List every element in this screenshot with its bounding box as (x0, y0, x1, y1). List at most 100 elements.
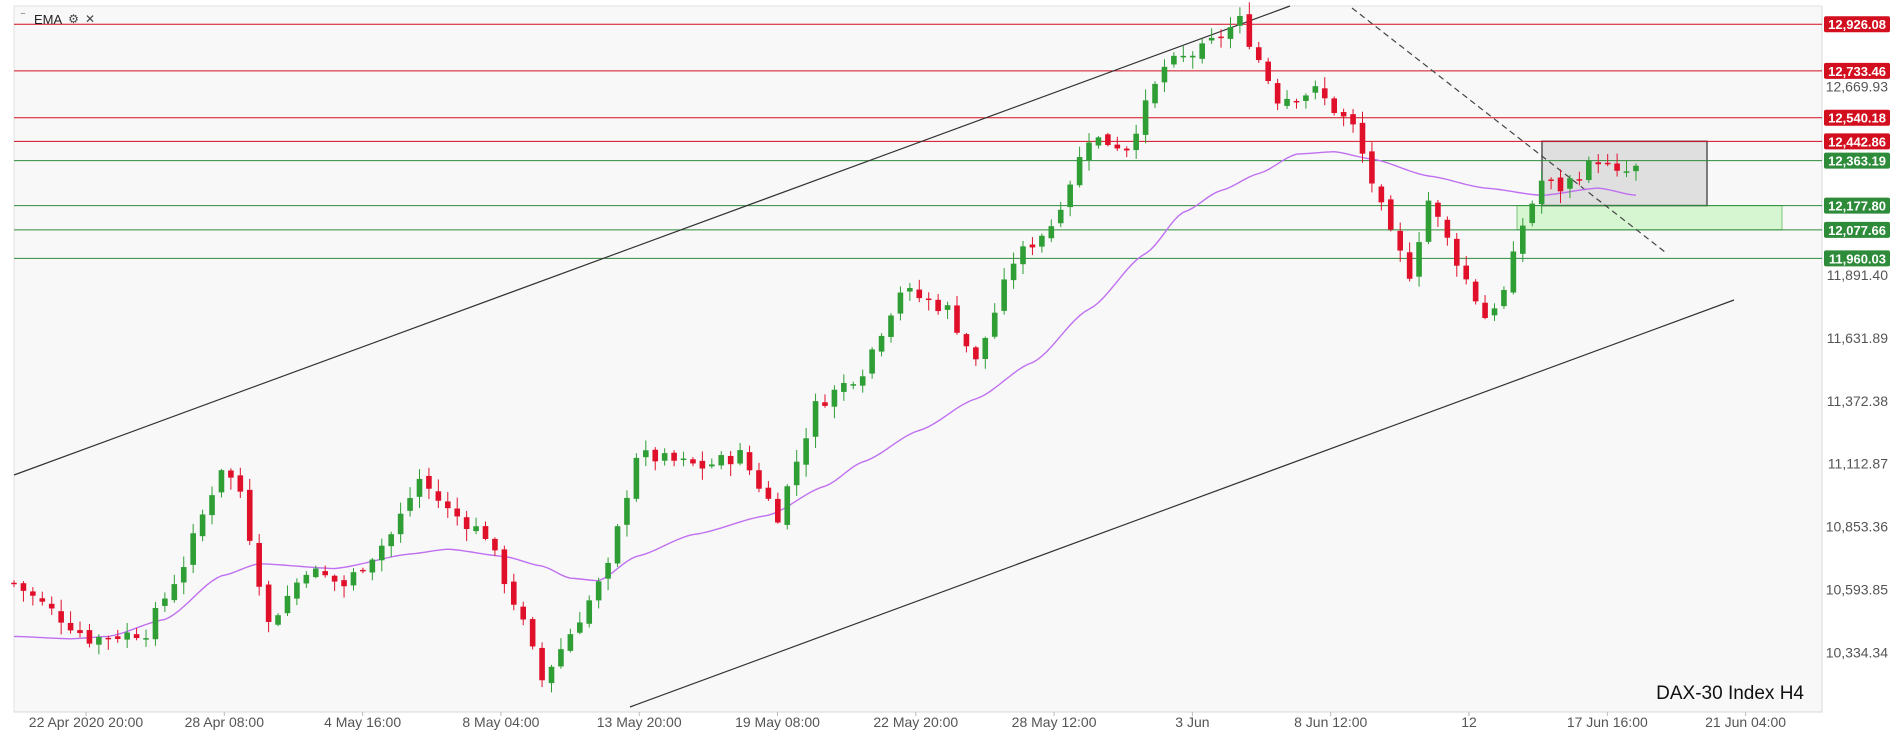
candle-body (1453, 238, 1460, 266)
candle-body (463, 517, 470, 530)
candle-body (1359, 122, 1366, 154)
candle-body (30, 591, 36, 596)
candle-body (67, 622, 74, 631)
candle-body (1105, 134, 1111, 146)
time-tick-label: 13 May 20:00 (597, 714, 682, 730)
candle-body (1265, 61, 1271, 82)
candle-body (1076, 157, 1083, 186)
candle-body (1340, 112, 1347, 117)
downtrend-line (1351, 7, 1666, 253)
time-tick-label: 21 Jun 04:00 (1705, 714, 1786, 730)
symbol-label: DAX-30 Index H4 (1656, 683, 1804, 704)
candle-body (1303, 95, 1309, 101)
candle-body (916, 289, 923, 299)
candle-body (1548, 179, 1554, 181)
candle-body (124, 632, 130, 640)
upper-channel-line (13, 5, 1291, 476)
candle-body (1387, 199, 1394, 230)
candle-body (1529, 203, 1536, 224)
candle-body (1255, 47, 1262, 61)
time-tick-label: 17 Jun 16:00 (1567, 714, 1648, 730)
candle-body (1378, 186, 1385, 203)
candle-body (709, 464, 715, 467)
candle-body (114, 636, 121, 640)
candle-body (1425, 200, 1432, 242)
time-tick-label: 8 Jun 12:00 (1294, 714, 1367, 730)
lower-channel-line (629, 299, 1735, 708)
candle-body (671, 452, 677, 461)
candle-body (633, 457, 640, 499)
candle-body (944, 305, 951, 310)
candle-body (1595, 162, 1602, 165)
time-tick-label: 12 (1461, 714, 1477, 730)
candle-body (991, 312, 998, 337)
candle-body (501, 549, 508, 585)
candle-body (1397, 230, 1404, 251)
candle-body (548, 666, 555, 684)
resistance-tag (1824, 109, 1890, 126)
candle-body (444, 501, 451, 509)
candle-body (737, 450, 743, 464)
candle-body (1048, 226, 1055, 239)
time-tick-label: 28 Apr 08:00 (185, 714, 265, 730)
resistance-tag-label: 12,442.86 (1828, 134, 1886, 149)
candle-body (11, 582, 17, 585)
candle-body (1482, 302, 1488, 318)
level-tags: 12,926.08 12,733.46 12,540.18 12,442.86 12,3… (1824, 16, 1890, 267)
candle-body (643, 450, 649, 458)
legend-menu-icon[interactable]: ‾ (21, 13, 25, 25)
candle-body (294, 582, 300, 599)
candle-body (105, 637, 112, 640)
candle-body (350, 572, 357, 586)
candle-body (407, 498, 413, 511)
time-tick-label: 19 May 08:00 (735, 714, 820, 730)
candle-body (1331, 98, 1337, 113)
candle-body (331, 575, 338, 582)
candle-body (1218, 36, 1224, 39)
candle-body (1067, 184, 1073, 208)
support-tag (1824, 221, 1890, 238)
settings-icon[interactable]: ⚙ (68, 12, 79, 26)
price-tick-label: 11,112.87 (1828, 456, 1888, 472)
candle-body (1538, 180, 1545, 205)
close-icon[interactable]: ✕ (84, 12, 95, 26)
candle-body (558, 649, 564, 667)
candle-body (48, 603, 55, 609)
candle-body (397, 513, 404, 535)
candle-body (454, 508, 461, 517)
candle-body (1029, 244, 1036, 248)
candle-body (482, 526, 489, 539)
candle-body (982, 337, 989, 359)
resistance-tag (1824, 62, 1890, 79)
candle-body (831, 389, 838, 407)
price-tick-label: 10,593.85 (1826, 581, 1888, 597)
candle-body (1171, 55, 1177, 65)
candle-body (1274, 83, 1281, 104)
candle-body (96, 636, 102, 645)
time-tick-label: 22 Apr 2020 20:00 (29, 714, 144, 730)
candle-body (265, 584, 272, 622)
candle-body (1039, 235, 1045, 247)
candle-body (803, 438, 809, 465)
candle-body (539, 647, 545, 681)
candle-body (199, 514, 206, 537)
candle-body (1095, 137, 1102, 146)
candle-body (935, 299, 941, 312)
demand-zone (1516, 205, 1783, 231)
candle-body (492, 538, 498, 551)
indicator-name[interactable]: EMA (34, 11, 63, 27)
candle-body (284, 595, 291, 614)
candle-body (388, 534, 394, 547)
candle-body (473, 526, 479, 532)
candle-body (180, 567, 187, 583)
candle-body (39, 598, 46, 602)
candle-body (1057, 209, 1064, 224)
candle-body (784, 486, 791, 525)
price-tick-label: 10,334.34 (1826, 644, 1888, 660)
resistance-tag-label: 12,733.46 (1828, 64, 1886, 79)
candle-body (1227, 27, 1234, 39)
consolidation-box (1541, 140, 1708, 207)
candle-body (1567, 178, 1573, 189)
